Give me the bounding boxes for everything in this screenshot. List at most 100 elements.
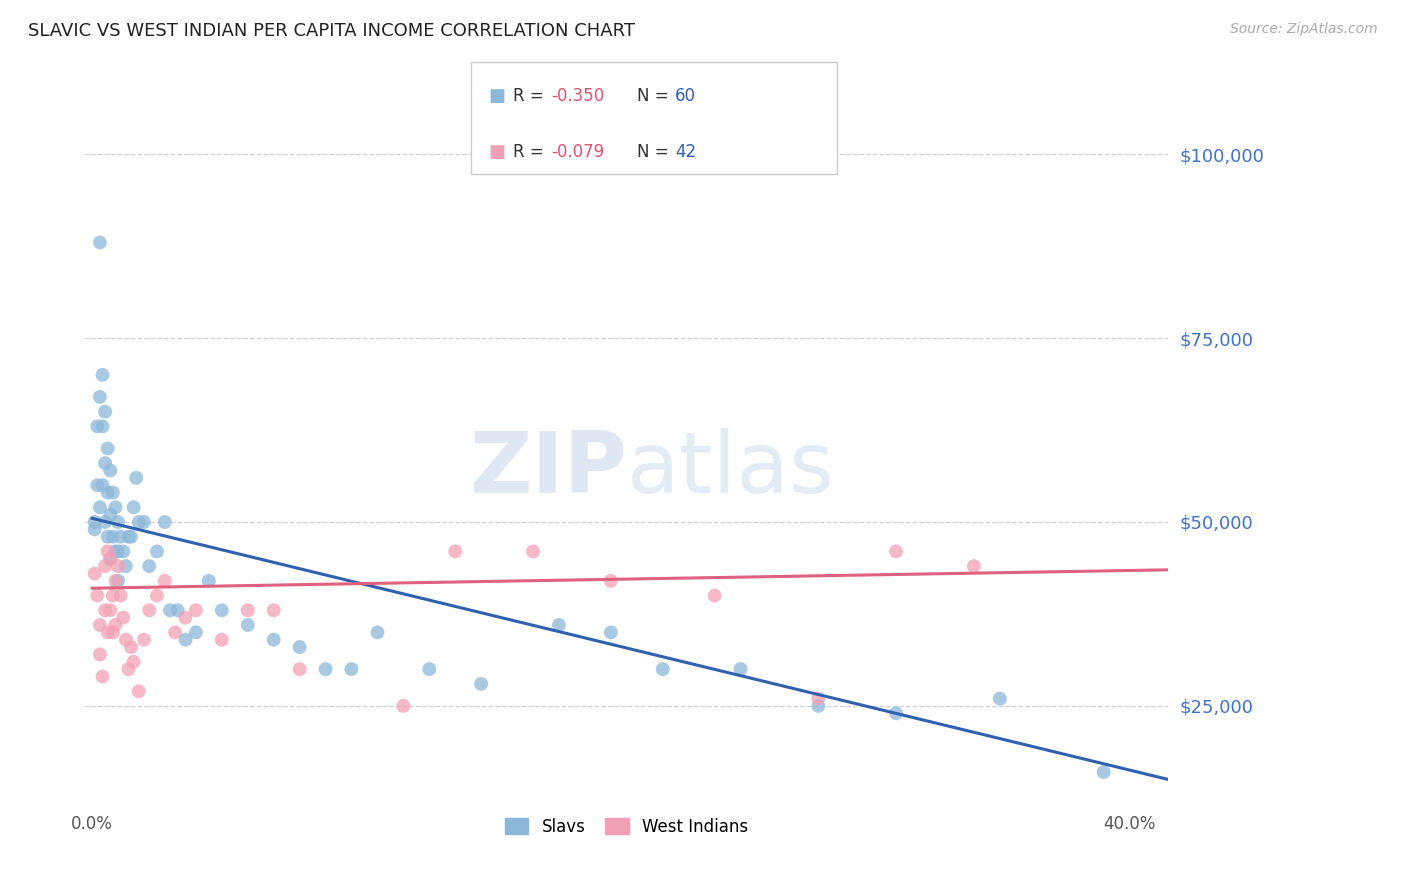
Text: 42: 42	[675, 143, 696, 161]
Point	[97, 625, 120, 640]
Point	[128, 515, 150, 529]
Point	[159, 603, 181, 617]
Point	[1092, 765, 1115, 780]
Point	[963, 559, 986, 574]
Point	[83, 522, 105, 536]
Point	[153, 574, 176, 588]
Point	[211, 632, 233, 647]
Point	[98, 508, 121, 522]
Point	[97, 485, 120, 500]
Point	[703, 589, 725, 603]
Point	[146, 589, 169, 603]
Point	[101, 589, 124, 603]
Point	[98, 551, 121, 566]
Point	[86, 419, 108, 434]
Point	[470, 677, 492, 691]
Point	[110, 530, 132, 544]
Point	[101, 530, 124, 544]
Point	[107, 574, 129, 588]
Text: N =: N =	[637, 143, 673, 161]
Point	[98, 603, 121, 617]
Text: SLAVIC VS WEST INDIAN PER CAPITA INCOME CORRELATION CHART: SLAVIC VS WEST INDIAN PER CAPITA INCOME …	[28, 22, 636, 40]
Text: -0.350: -0.350	[551, 87, 605, 105]
Point	[104, 500, 127, 515]
Point	[522, 544, 544, 558]
Point	[98, 463, 121, 477]
Point	[91, 368, 114, 382]
Text: ZIP: ZIP	[468, 428, 627, 511]
Point	[340, 662, 363, 676]
Point	[91, 669, 114, 683]
Point	[115, 559, 138, 574]
Point	[807, 698, 830, 713]
Point	[94, 456, 117, 470]
Point	[132, 515, 155, 529]
Point	[184, 603, 207, 617]
Point	[730, 662, 752, 676]
Text: -0.079: -0.079	[551, 143, 605, 161]
Point	[263, 632, 285, 647]
Point	[599, 574, 621, 588]
Point	[125, 471, 148, 485]
Point	[132, 632, 155, 647]
Point	[418, 662, 440, 676]
Point	[166, 603, 188, 617]
Point	[120, 640, 142, 654]
Point	[97, 442, 120, 456]
Point	[101, 485, 124, 500]
Text: ■: ■	[488, 87, 505, 105]
Point	[263, 603, 285, 617]
Point	[97, 544, 120, 558]
Point	[89, 500, 111, 515]
Point	[122, 500, 145, 515]
Point	[94, 515, 117, 529]
Point	[107, 544, 129, 558]
Point	[104, 574, 127, 588]
Point	[174, 632, 197, 647]
Point	[165, 625, 187, 640]
Point	[236, 603, 259, 617]
Point	[83, 566, 105, 581]
Point	[884, 544, 907, 558]
Point	[366, 625, 388, 640]
Point	[86, 478, 108, 492]
Point	[599, 625, 621, 640]
Point	[128, 684, 150, 698]
Point	[104, 544, 127, 558]
Point	[117, 662, 139, 676]
Point	[91, 478, 114, 492]
Point	[315, 662, 337, 676]
Point	[107, 515, 129, 529]
Point	[115, 632, 138, 647]
Point	[110, 589, 132, 603]
Point	[138, 603, 160, 617]
Point	[174, 610, 197, 624]
Point	[89, 235, 111, 250]
Point	[89, 618, 111, 632]
Text: R =: R =	[513, 143, 550, 161]
Point	[138, 559, 160, 574]
Point	[94, 559, 117, 574]
Text: Source: ZipAtlas.com: Source: ZipAtlas.com	[1230, 22, 1378, 37]
Point	[198, 574, 221, 588]
Point	[651, 662, 673, 676]
Point	[94, 603, 117, 617]
Point	[236, 618, 259, 632]
Point	[146, 544, 169, 558]
Text: N =: N =	[637, 87, 673, 105]
Point	[89, 390, 111, 404]
Point	[107, 559, 129, 574]
Point	[184, 625, 207, 640]
Point	[112, 610, 135, 624]
Point	[288, 662, 311, 676]
Text: 60: 60	[675, 87, 696, 105]
Point	[117, 530, 139, 544]
Point	[548, 618, 571, 632]
Point	[112, 544, 135, 558]
Point	[884, 706, 907, 721]
Point	[101, 625, 124, 640]
Point	[807, 691, 830, 706]
Point	[94, 404, 117, 418]
Legend: Slavs, West Indians: Slavs, West Indians	[498, 812, 755, 843]
Point	[91, 419, 114, 434]
